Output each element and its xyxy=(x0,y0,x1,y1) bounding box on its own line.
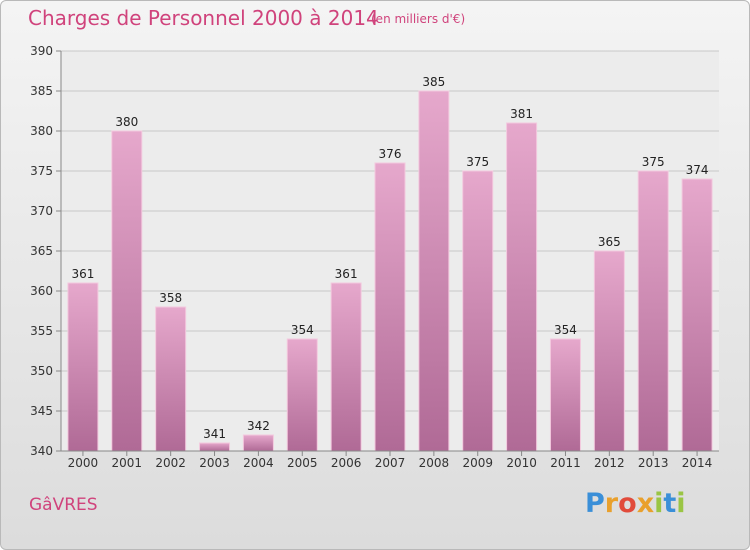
x-tick-label: 2012 xyxy=(594,456,625,470)
y-tick-label: 375 xyxy=(30,164,53,178)
data-label: 375 xyxy=(642,155,665,169)
bar xyxy=(111,130,143,452)
bar xyxy=(242,434,274,452)
y-tick-label: 345 xyxy=(30,404,53,418)
x-tick-label: 2007 xyxy=(375,456,406,470)
logo-letter: x xyxy=(636,488,655,519)
data-label: 375 xyxy=(466,155,489,169)
data-label: 354 xyxy=(291,323,314,337)
bar xyxy=(506,122,538,452)
data-label: 358 xyxy=(159,291,182,305)
bar xyxy=(199,442,231,452)
data-label: 354 xyxy=(554,323,577,337)
data-label: 361 xyxy=(71,267,94,281)
logo-letter: P xyxy=(585,488,605,519)
data-labels: 361 380 358 341 342 354 361 376 385 375 381 354 365 3… xyxy=(71,75,708,441)
y-tick-label: 380 xyxy=(30,124,53,138)
x-tick-label: 2003 xyxy=(199,456,230,470)
logo-letter: t xyxy=(663,488,677,519)
y-tick-label: 340 xyxy=(30,444,53,458)
data-label: 385 xyxy=(422,75,445,89)
x-tick-label: 2011 xyxy=(550,456,581,470)
y-tick-label: 370 xyxy=(30,204,53,218)
logo-letter: o xyxy=(618,488,637,519)
x-tick-label: 2001 xyxy=(112,456,143,470)
x-tick-label: 2014 xyxy=(682,456,713,470)
bar xyxy=(155,306,187,452)
y-tick-label: 350 xyxy=(30,364,53,378)
chart-title: Charges de Personnel 2000 à 2014 xyxy=(28,6,379,30)
bar xyxy=(330,282,362,452)
town-name: GâVRES xyxy=(29,495,98,515)
data-label: 341 xyxy=(203,427,226,441)
logo-letter: i xyxy=(676,488,686,519)
y-tick-label: 385 xyxy=(30,84,53,98)
bar xyxy=(549,338,581,452)
x-tick-label: 2002 xyxy=(155,456,186,470)
y-tick-label: 355 xyxy=(30,324,53,338)
data-label: 342 xyxy=(247,419,270,433)
x-tick-label: 2000 xyxy=(68,456,99,470)
bar xyxy=(637,170,669,452)
bar xyxy=(67,282,99,452)
logo-letter: r xyxy=(604,488,619,519)
data-label: 361 xyxy=(335,267,358,281)
x-tick-label: 2006 xyxy=(331,456,362,470)
y-tick-label: 365 xyxy=(30,244,53,258)
bar xyxy=(286,338,318,452)
y-tick-label: 390 xyxy=(30,44,53,58)
bar xyxy=(418,90,450,452)
data-label: 381 xyxy=(510,107,533,121)
x-tick-label: 2005 xyxy=(287,456,318,470)
data-label: 374 xyxy=(686,163,709,177)
bar xyxy=(593,250,625,452)
y-tick-label: 360 xyxy=(30,284,53,298)
bar xyxy=(681,178,713,452)
proxiti-logo: Proxiti xyxy=(585,488,686,519)
data-label: 380 xyxy=(115,115,138,129)
chart-subtitle: (en milliers d'€) xyxy=(371,12,466,26)
bar xyxy=(462,170,494,452)
axes: 340 345 350 355 360 365 370 375 380 385 390 2000 200… xyxy=(30,44,719,470)
x-tick-label: 2013 xyxy=(638,456,669,470)
x-tick-label: 2010 xyxy=(506,456,537,470)
logo-letter: i xyxy=(654,488,664,519)
x-tick-label: 2008 xyxy=(419,456,450,470)
x-tick-label: 2009 xyxy=(462,456,493,470)
data-label: 376 xyxy=(379,147,402,161)
data-label: 365 xyxy=(598,235,621,249)
x-tick-label: 2004 xyxy=(243,456,274,470)
bar xyxy=(374,162,406,452)
